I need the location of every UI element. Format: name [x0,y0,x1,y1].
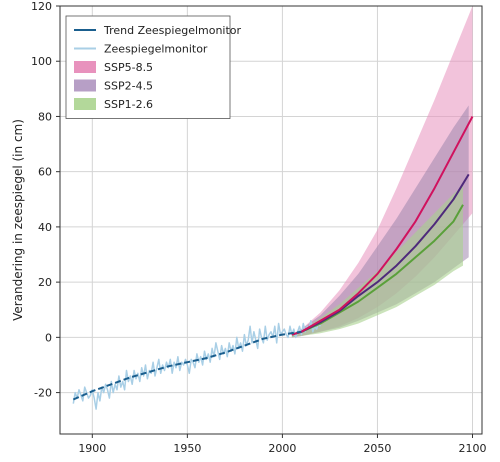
series-lines [72,116,474,410]
x-tick-label: 2100 [458,442,486,455]
line-trend-zeespiegelmonitor [72,330,302,401]
legend-label: Trend Zeespiegelmonitor [103,24,242,37]
legend-label: SSP5-8.5 [104,61,153,74]
legend-label: SSP1-2.6 [104,98,153,111]
band-ssp1-2-6 [291,185,463,338]
y-tick-label: 120 [31,0,52,13]
y-tick-label: 60 [38,166,52,179]
y-tick-label: 20 [38,276,52,289]
legend-label: SSP2-4.5 [104,80,153,93]
x-tick-label: 2050 [363,442,391,455]
legend-swatch [74,61,96,73]
axis-ticks: 1900 1950 2000 2050 2100 -20 0 20 40 60 80 100 120 [31,0,486,455]
y-tick-label: -20 [34,387,52,400]
legend-label: Zeespiegelmonitor [104,43,208,56]
y-tick-label: 0 [45,331,52,344]
plot-frame [59,5,483,435]
line-ssp5-8-5-median [291,116,474,336]
y-axis-label: Verandering in zeespiegel (in cm) [11,119,25,321]
y-tick-label: 80 [38,110,52,123]
scenario-bands [291,6,473,338]
x-tick-label: 1950 [173,442,201,455]
y-tick-label: 40 [38,221,52,234]
y-tick-label: 100 [31,55,52,68]
legend: Trend Zeespiegelmonitor Zeespiegelmonitor… [65,15,242,119]
x-tick-label: 2000 [268,442,296,455]
x-tick-label: 1900 [78,442,106,455]
legend-swatch [74,79,96,92]
legend-swatch [74,98,96,110]
line-zeespiegelmonitor [72,320,322,410]
